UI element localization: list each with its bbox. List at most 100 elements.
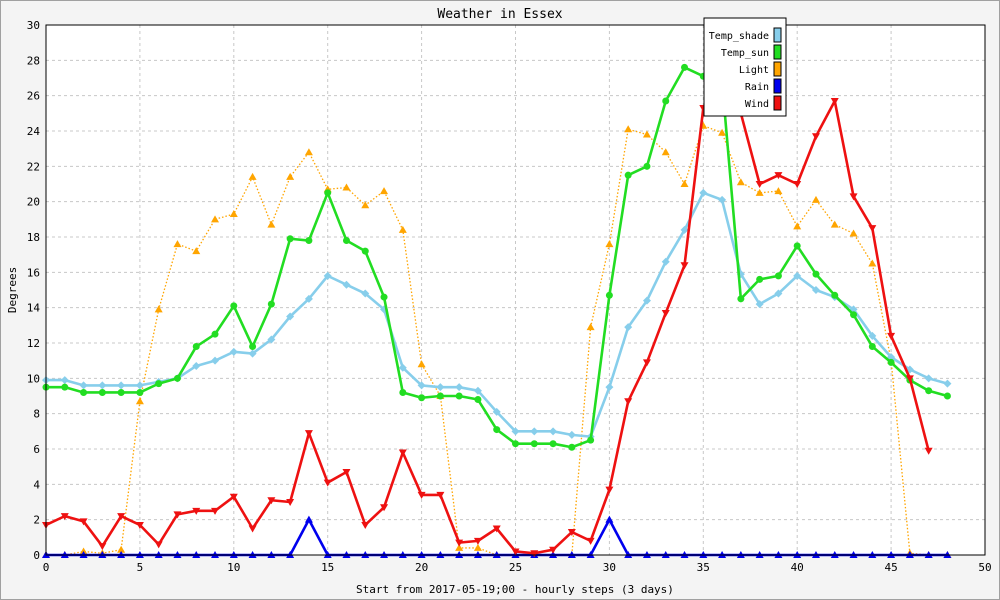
data-point-light bbox=[304, 148, 313, 156]
data-point-temp-shade bbox=[98, 381, 107, 390]
data-point-wind bbox=[924, 447, 933, 455]
data-point-temp-sun bbox=[549, 440, 557, 448]
data-point-temp-sun bbox=[681, 63, 689, 71]
data-point-temp-shade bbox=[605, 383, 614, 392]
data-point-temp-sun bbox=[155, 380, 163, 388]
data-point-temp-shade bbox=[417, 381, 426, 390]
data-point-temp-shade bbox=[718, 195, 727, 204]
y-tick-label: 2 bbox=[33, 514, 40, 527]
chart-title: Weather in Essex bbox=[437, 7, 562, 22]
data-point-rain bbox=[605, 515, 614, 523]
data-point-wind bbox=[380, 504, 389, 512]
data-point-wind bbox=[492, 525, 501, 533]
data-point-temp-sun bbox=[361, 247, 369, 255]
data-point-wind bbox=[417, 491, 426, 499]
data-point-temp-sun bbox=[286, 235, 294, 243]
data-point-light bbox=[811, 195, 820, 203]
data-point-temp-shade bbox=[661, 257, 670, 266]
data-point-wind bbox=[624, 398, 633, 406]
data-point-wind bbox=[173, 511, 182, 519]
data-point-temp-sun bbox=[737, 295, 745, 303]
data-point-temp-sun bbox=[624, 171, 632, 179]
legend-swatch bbox=[773, 27, 782, 43]
data-point-temp-shade bbox=[530, 427, 539, 436]
y-tick-label: 30 bbox=[27, 19, 40, 32]
data-point-temp-sun bbox=[530, 440, 538, 448]
x-tick-label: 5 bbox=[137, 561, 144, 574]
data-point-light bbox=[455, 543, 464, 551]
data-point-temp-sun bbox=[61, 383, 69, 391]
data-point-temp-shade bbox=[473, 386, 482, 395]
data-point-wind bbox=[286, 499, 295, 506]
data-point-temp-sun bbox=[380, 293, 388, 301]
data-point-temp-shade bbox=[229, 347, 238, 356]
y-axis-title: Degrees bbox=[6, 267, 19, 313]
data-point-temp-sun bbox=[230, 302, 238, 310]
data-point-temp-sun bbox=[98, 388, 106, 396]
data-point-temp-sun bbox=[662, 97, 670, 105]
data-point-temp-sun bbox=[887, 358, 895, 366]
legend-swatch bbox=[773, 44, 782, 60]
data-point-light bbox=[286, 172, 295, 180]
data-point-temp-shade bbox=[361, 289, 370, 298]
data-point-temp-shade bbox=[455, 383, 464, 392]
data-point-light bbox=[473, 543, 482, 551]
data-point-wind bbox=[849, 193, 858, 201]
data-point-temp-shade bbox=[549, 427, 558, 436]
data-point-temp-sun bbox=[455, 392, 463, 400]
data-point-temp-sun bbox=[774, 272, 782, 280]
y-tick-label: 22 bbox=[27, 160, 40, 173]
data-point-wind bbox=[605, 486, 614, 494]
data-point-temp-shade bbox=[304, 294, 313, 303]
data-point-temp-sun bbox=[850, 311, 858, 319]
y-tick-label: 20 bbox=[27, 196, 40, 209]
data-point-temp-sun bbox=[474, 396, 482, 404]
x-tick-label: 25 bbox=[509, 561, 522, 574]
data-point-wind bbox=[192, 507, 201, 515]
y-tick-label: 8 bbox=[33, 408, 40, 421]
y-tick-label: 6 bbox=[33, 443, 40, 456]
data-point-light bbox=[229, 210, 238, 218]
data-point-wind bbox=[361, 521, 370, 529]
data-point-wind bbox=[248, 525, 257, 533]
data-point-light bbox=[718, 128, 727, 136]
data-point-temp-shade bbox=[567, 430, 576, 439]
data-point-light bbox=[849, 229, 858, 237]
data-point-temp-shade bbox=[624, 323, 633, 332]
data-point-temp-sun bbox=[493, 426, 501, 434]
data-point-rain bbox=[304, 515, 313, 523]
x-axis-title: Start from 2017-05-19;00 - hourly steps … bbox=[356, 583, 674, 596]
y-tick-label: 10 bbox=[27, 372, 40, 385]
data-point-light bbox=[680, 180, 689, 187]
data-point-light bbox=[79, 547, 88, 555]
data-point-wind bbox=[436, 491, 445, 499]
data-point-wind bbox=[455, 539, 464, 547]
data-point-temp-shade bbox=[642, 296, 651, 305]
data-point-temp-shade bbox=[436, 383, 445, 392]
data-point-temp-sun bbox=[925, 387, 933, 395]
data-point-light bbox=[755, 188, 764, 196]
data-point-temp-shade bbox=[943, 379, 952, 388]
data-point-temp-sun bbox=[211, 330, 219, 338]
data-point-temp-sun bbox=[192, 343, 200, 351]
data-point-wind bbox=[830, 97, 839, 105]
y-tick-label: 18 bbox=[27, 231, 40, 244]
data-point-wind bbox=[642, 359, 651, 367]
data-point-temp-sun bbox=[324, 189, 332, 197]
legend-label: Rain bbox=[745, 82, 769, 93]
data-point-wind bbox=[211, 507, 220, 515]
data-point-temp-shade bbox=[511, 427, 520, 436]
data-point-wind bbox=[868, 225, 877, 233]
data-point-wind bbox=[905, 375, 914, 383]
x-tick-label: 30 bbox=[603, 561, 616, 574]
data-point-light bbox=[661, 148, 670, 156]
y-tick-label: 4 bbox=[33, 478, 40, 491]
legend-swatch bbox=[773, 61, 782, 77]
data-point-temp-sun bbox=[418, 394, 426, 402]
data-point-temp-shade bbox=[267, 335, 276, 344]
x-tick-label: 20 bbox=[415, 561, 428, 574]
data-point-temp-shade bbox=[286, 312, 295, 321]
